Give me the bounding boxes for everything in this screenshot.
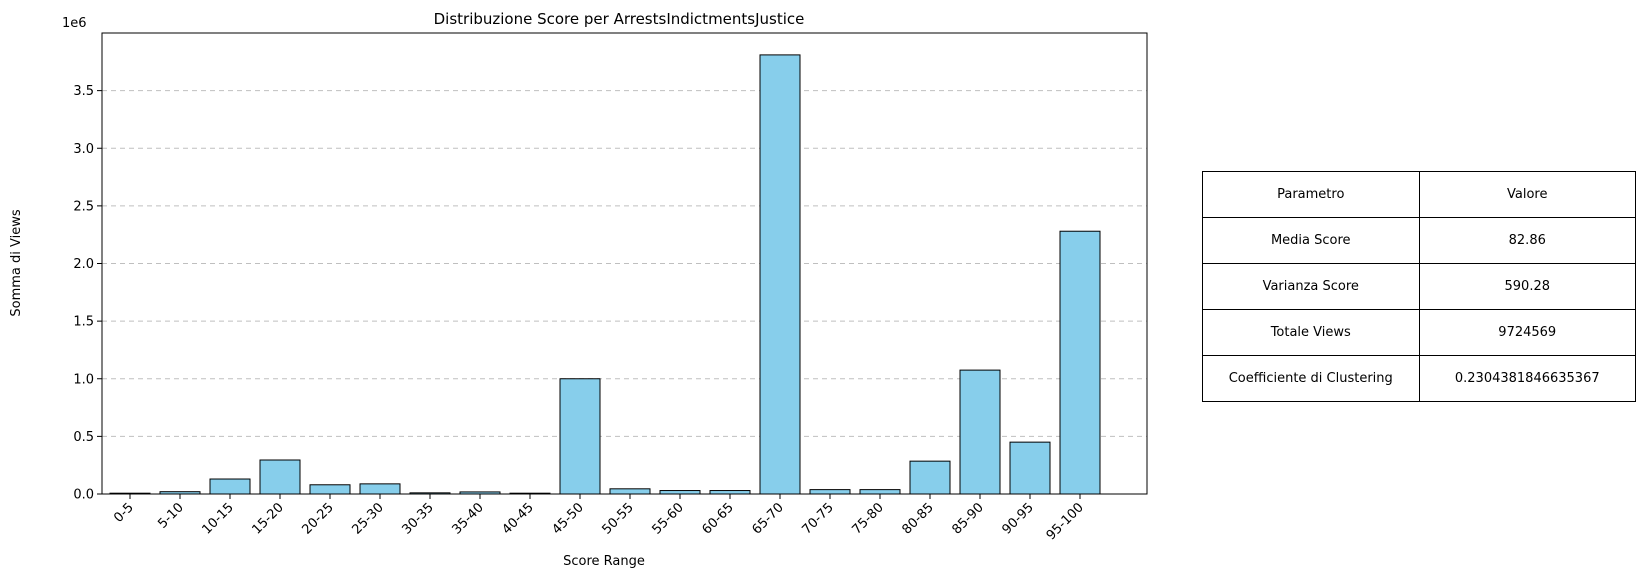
x-tick-label: 15-20 bbox=[250, 500, 287, 537]
param-name: Varianza Score bbox=[1202, 263, 1420, 310]
x-tick-label: 35-40 bbox=[450, 500, 487, 537]
bar bbox=[809, 489, 851, 495]
table-row: Varianza Score 590.28 bbox=[1202, 263, 1636, 310]
bar bbox=[559, 378, 601, 495]
x-tick-label: 0-5 bbox=[111, 500, 137, 526]
y-tick-label: 1.5 bbox=[73, 315, 94, 330]
x-tick-label: 70-75 bbox=[800, 500, 837, 537]
bar bbox=[859, 489, 901, 495]
x-axis-ticks: 0-5 5-10 10-15 15-20 20-25 25-30 30-35 35-40 40-… bbox=[111, 494, 1087, 543]
x-tick-label: 20-25 bbox=[300, 500, 337, 537]
param-name: Coefficiente di Clustering bbox=[1202, 355, 1420, 402]
x-tick-label: 75-80 bbox=[850, 500, 887, 537]
y-axis-label: Somma di Views bbox=[9, 209, 24, 316]
table-header-row: Parametro Valore bbox=[1202, 171, 1636, 218]
bar bbox=[659, 490, 701, 495]
param-value: 590.28 bbox=[1418, 263, 1636, 310]
bar bbox=[609, 488, 651, 495]
x-tick-label: 80-85 bbox=[900, 500, 937, 537]
y-tick-label: 3.5 bbox=[73, 84, 94, 99]
x-tick-label: 95-100 bbox=[1044, 500, 1087, 543]
y-tick-label: 3.0 bbox=[73, 142, 94, 157]
y-tick-label: 2.0 bbox=[73, 257, 94, 272]
bar bbox=[259, 459, 301, 495]
table-row: Media Score 82.86 bbox=[1202, 217, 1636, 264]
header-valore: Valore bbox=[1418, 171, 1636, 218]
grid-lines bbox=[102, 90, 1147, 437]
x-tick-label: 5-10 bbox=[155, 500, 186, 531]
x-tick-label: 50-55 bbox=[600, 500, 637, 537]
x-axis-label: Score Range bbox=[563, 554, 645, 569]
bar bbox=[959, 369, 1001, 495]
bar bbox=[909, 460, 951, 495]
param-value: 9724569 bbox=[1418, 309, 1636, 356]
y-axis-ticks: 0.0 0.5 1.0 1.5 2.0 2.5 3.0 3.5 bbox=[73, 84, 102, 503]
y-tick-label: 0.5 bbox=[73, 430, 94, 445]
param-value: 82.86 bbox=[1418, 217, 1636, 264]
bars bbox=[109, 54, 1101, 495]
bar bbox=[1059, 230, 1101, 495]
table-row: Totale Views 9724569 bbox=[1202, 309, 1636, 356]
param-name: Media Score bbox=[1202, 217, 1420, 264]
y-tick-label: 0.0 bbox=[73, 488, 94, 503]
param-value: 0.2304381846635367 bbox=[1418, 355, 1636, 402]
y-axis-offset-label: 1e6 bbox=[62, 16, 87, 31]
y-tick-label: 1.0 bbox=[73, 372, 94, 387]
x-tick-label: 90-95 bbox=[1000, 500, 1037, 537]
x-tick-label: 40-45 bbox=[500, 500, 537, 537]
x-tick-label: 60-65 bbox=[700, 500, 737, 537]
bar bbox=[359, 483, 401, 495]
bar bbox=[759, 54, 801, 495]
x-tick-label: 30-35 bbox=[400, 500, 437, 537]
bar bbox=[1009, 441, 1051, 495]
table-row: Coefficiente di Clustering 0.23043818466… bbox=[1202, 355, 1636, 402]
bar bbox=[309, 484, 351, 495]
chart-title: Distribuzione Score per ArrestsIndictmen… bbox=[434, 10, 805, 28]
x-tick-label: 85-90 bbox=[950, 500, 987, 537]
x-tick-label: 65-70 bbox=[750, 500, 787, 537]
parameters-table: Parametro Valore Media Score 82.86 Varia… bbox=[1202, 171, 1636, 402]
bar bbox=[209, 478, 251, 495]
y-tick-label: 2.5 bbox=[73, 199, 94, 214]
x-tick-label: 45-50 bbox=[550, 500, 587, 537]
x-tick-label: 25-30 bbox=[350, 500, 387, 537]
x-tick-label: 55-60 bbox=[650, 500, 687, 537]
header-parametro: Parametro bbox=[1202, 171, 1420, 218]
x-tick-label: 10-15 bbox=[200, 500, 237, 537]
param-name: Totale Views bbox=[1202, 309, 1420, 356]
bar bbox=[709, 490, 751, 495]
